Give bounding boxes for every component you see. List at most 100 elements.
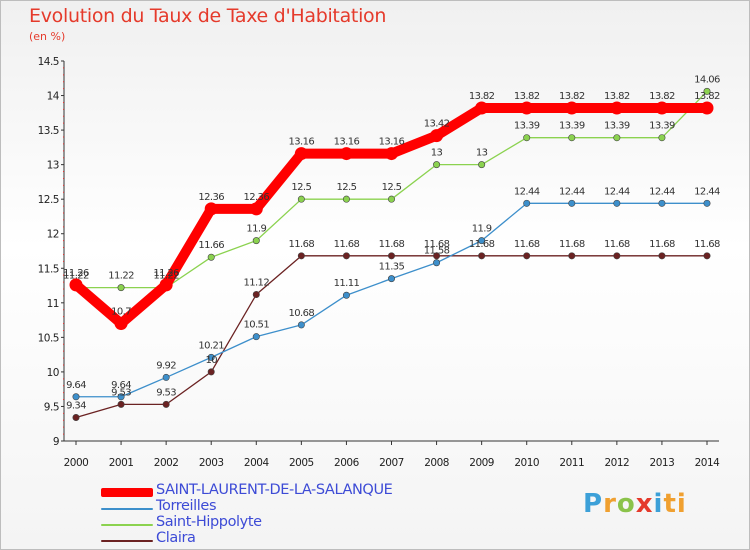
y-tick-label: 14 bbox=[47, 91, 60, 103]
proxiti-logo: Proxiti bbox=[583, 489, 687, 519]
data-point bbox=[613, 199, 621, 207]
data-label: 13 bbox=[431, 148, 443, 159]
data-label: 11.22 bbox=[63, 271, 89, 282]
data-label: 11.9 bbox=[472, 224, 492, 235]
data-point bbox=[114, 317, 128, 331]
data-label: 11.68 bbox=[379, 239, 405, 250]
data-point bbox=[478, 161, 486, 169]
data-label: 9.64 bbox=[66, 380, 86, 391]
x-tick-label: 2001 bbox=[109, 457, 134, 469]
data-label: 12.5 bbox=[336, 182, 356, 193]
data-label: 10.21 bbox=[198, 340, 224, 351]
legend-swatch bbox=[101, 540, 153, 542]
data-point bbox=[703, 87, 711, 95]
data-point bbox=[342, 291, 350, 299]
x-tick-label: 2013 bbox=[650, 457, 675, 469]
data-point bbox=[387, 275, 395, 283]
data-point bbox=[162, 400, 170, 408]
x-tick-label: 2007 bbox=[379, 457, 404, 469]
data-point bbox=[387, 195, 395, 203]
data-label: 11.58 bbox=[424, 246, 450, 257]
data-label: 11.12 bbox=[243, 278, 269, 289]
data-label: 13.39 bbox=[514, 121, 540, 132]
x-tick-label: 2009 bbox=[469, 457, 494, 469]
data-label: 13.82 bbox=[694, 91, 720, 102]
legend-label: Claira bbox=[156, 530, 196, 546]
data-point bbox=[117, 393, 125, 401]
data-label: 9.53 bbox=[111, 387, 131, 398]
data-label: 13.82 bbox=[604, 91, 630, 102]
legend-label: SAINT-LAURENT-DE-LA-SALANQUE bbox=[156, 482, 393, 498]
x-tick-label: 2004 bbox=[244, 457, 270, 469]
x-tick-label: 2014 bbox=[695, 457, 721, 469]
data-label: 11.26 bbox=[63, 268, 89, 279]
x-tick-label: 2008 bbox=[424, 457, 449, 469]
data-label: 12.36 bbox=[198, 192, 224, 203]
data-point bbox=[69, 278, 83, 292]
data-point bbox=[252, 333, 260, 341]
data-label: 13 bbox=[476, 148, 488, 159]
data-label: 12.5 bbox=[382, 182, 402, 193]
data-label: 12.44 bbox=[514, 186, 540, 197]
data-label: 11.22 bbox=[108, 271, 134, 282]
data-point bbox=[252, 291, 260, 299]
data-point bbox=[478, 237, 486, 245]
y-tick-label: 12.5 bbox=[38, 194, 59, 206]
data-point bbox=[475, 101, 489, 115]
data-point bbox=[117, 284, 125, 292]
data-point bbox=[520, 101, 534, 115]
data-point bbox=[297, 195, 305, 203]
data-point bbox=[162, 373, 170, 381]
data-label: 13.16 bbox=[289, 137, 315, 148]
data-label: 13.82 bbox=[514, 91, 540, 102]
data-point bbox=[387, 252, 395, 260]
data-point bbox=[613, 134, 621, 142]
data-label: 12.5 bbox=[291, 182, 311, 193]
data-point bbox=[207, 368, 215, 376]
data-point bbox=[568, 199, 576, 207]
data-label: 11.68 bbox=[289, 239, 315, 250]
data-point bbox=[297, 321, 305, 329]
y-tick-label: 9 bbox=[53, 436, 59, 448]
y-tick-label: 11 bbox=[47, 298, 59, 310]
data-point bbox=[565, 101, 579, 115]
legend-item: Claira bbox=[101, 530, 431, 548]
legend-swatch bbox=[101, 508, 153, 510]
chart-legend: SAINT-LAURENT-DE-LA-SALANQUE Torreilles Sa… bbox=[101, 482, 431, 548]
legend-item: Torreilles bbox=[101, 498, 431, 516]
data-label: 9.53 bbox=[156, 387, 176, 398]
data-point bbox=[523, 252, 531, 260]
data-label: 11.9 bbox=[246, 224, 266, 235]
data-point bbox=[207, 353, 215, 361]
data-point bbox=[342, 252, 350, 260]
data-label: 13.82 bbox=[559, 91, 585, 102]
data-label: 11.68 bbox=[424, 239, 450, 250]
data-label: 9.34 bbox=[66, 401, 86, 412]
data-point bbox=[339, 147, 353, 161]
data-label: 14.06 bbox=[694, 74, 720, 85]
data-point bbox=[658, 252, 666, 260]
data-label: 12.44 bbox=[649, 186, 675, 197]
data-label: 11.22 bbox=[153, 271, 179, 282]
data-label: 13.16 bbox=[334, 137, 360, 148]
data-label: 11.35 bbox=[379, 262, 405, 273]
data-point bbox=[703, 199, 711, 207]
data-label: 11.68 bbox=[514, 239, 540, 250]
x-tick-label: 2005 bbox=[289, 457, 314, 469]
data-point bbox=[700, 101, 714, 115]
data-point bbox=[252, 237, 260, 245]
data-label: 9.64 bbox=[111, 380, 131, 391]
data-label: 11.68 bbox=[559, 239, 585, 250]
data-point bbox=[159, 278, 173, 292]
y-tick-label: 13 bbox=[47, 160, 59, 172]
data-point bbox=[478, 252, 486, 260]
data-point bbox=[207, 253, 215, 261]
data-label: 11.68 bbox=[334, 239, 360, 250]
data-point bbox=[204, 202, 218, 216]
legend-item: Saint-Hippolyte bbox=[101, 514, 431, 532]
data-point bbox=[433, 252, 441, 260]
chart-title: Evolution du Taux de Taxe d'Habitation bbox=[29, 5, 387, 27]
chart-subtitle: (en %) bbox=[29, 30, 66, 43]
x-tick-label: 2012 bbox=[604, 457, 629, 469]
